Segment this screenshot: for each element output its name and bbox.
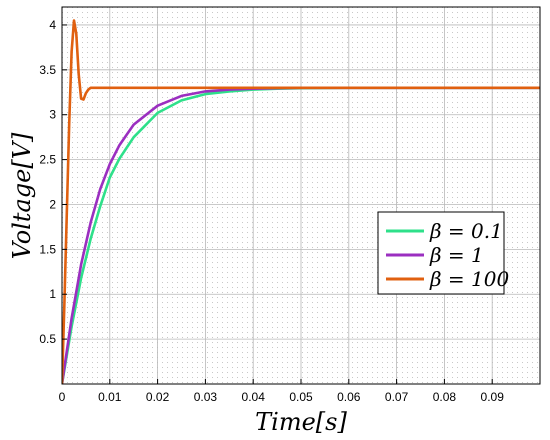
x-tick-label: 0.06 — [337, 390, 361, 404]
y-tick-label: 1.5 — [39, 242, 56, 256]
y-tick-label: 4 — [49, 18, 56, 32]
x-tick-label: 0.02 — [146, 390, 170, 404]
y-tick-label: 0.5 — [39, 332, 56, 346]
y-tick-label: 2.5 — [39, 153, 56, 167]
x-tick-label: 0 — [59, 390, 66, 404]
y-tick-label: 2 — [49, 197, 56, 211]
x-tick-label: 0.08 — [433, 390, 457, 404]
legend: β = 0.1β = 1β = 100 — [377, 211, 509, 295]
x-tick-label: 0.04 — [242, 390, 266, 404]
axis-ticks: 0 0.01 0.02 0.03 0.04 0.05 0.06 0.07 0.08 0.09 0.5… — [39, 18, 504, 404]
x-tick-label: 0.05 — [289, 390, 313, 404]
major-grid — [62, 7, 540, 384]
x-tick-label: 0.03 — [194, 390, 218, 404]
y-tick-label: 3.5 — [39, 63, 56, 77]
x-tick-label: 0.01 — [98, 390, 122, 404]
legend-label-1: β = 0.1 — [429, 219, 503, 243]
series-group — [62, 19, 540, 384]
legend-label-3: β = 100 — [429, 267, 509, 291]
y-tick-label: 3 — [49, 108, 56, 122]
series-line-3 — [62, 19, 540, 384]
y-axis-title: Voltage[V] — [8, 132, 36, 259]
y-tick-label: 1 — [49, 287, 56, 301]
legend-label-2: β = 1 — [429, 243, 484, 267]
x-tick-label: 0.09 — [481, 390, 505, 404]
x-axis-title: Time[s] — [255, 408, 347, 436]
x-tick-label: 0.07 — [385, 390, 409, 404]
